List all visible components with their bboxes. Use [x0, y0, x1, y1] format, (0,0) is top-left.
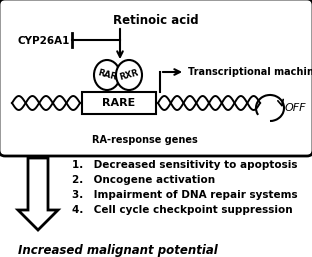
FancyBboxPatch shape [0, 0, 312, 156]
Text: Transcriptional machinery: Transcriptional machinery [188, 67, 312, 77]
Text: Retinoic acid: Retinoic acid [113, 14, 199, 27]
Text: RARE: RARE [102, 98, 136, 108]
Text: CYP26A1: CYP26A1 [18, 36, 71, 46]
FancyBboxPatch shape [82, 92, 156, 114]
Text: Increased malignant potential: Increased malignant potential [18, 244, 218, 257]
Text: RAR: RAR [96, 68, 118, 82]
Polygon shape [18, 158, 58, 230]
Ellipse shape [116, 60, 142, 90]
Text: 4. Cell cycle checkpoint suppression: 4. Cell cycle checkpoint suppression [72, 205, 293, 215]
Text: OFF: OFF [285, 103, 306, 113]
Text: RXR: RXR [119, 68, 139, 82]
Text: RA-response genes: RA-response genes [92, 135, 198, 145]
Ellipse shape [94, 60, 120, 90]
Text: 1. Decreased sensitivity to apoptosis: 1. Decreased sensitivity to apoptosis [72, 160, 298, 170]
Text: 3. Impairment of DNA repair systems: 3. Impairment of DNA repair systems [72, 190, 298, 200]
Text: 2. Oncogene activation: 2. Oncogene activation [72, 175, 215, 185]
